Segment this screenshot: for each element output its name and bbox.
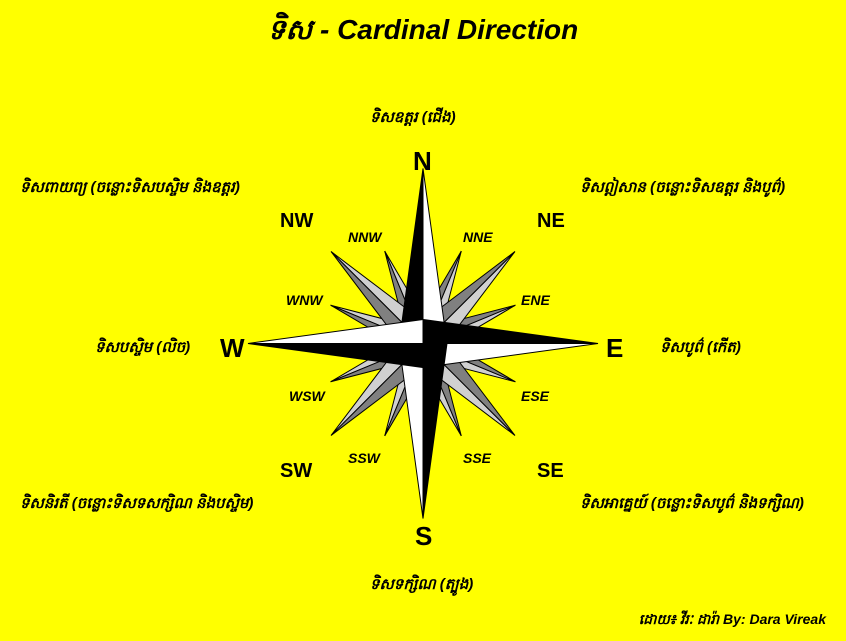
letter-wnw: WNW bbox=[286, 292, 323, 308]
letter-wsw: WSW bbox=[289, 388, 325, 404]
letter-nw: NW bbox=[280, 210, 313, 233]
label-north: ទិសឧត្តរ (ជើង) bbox=[370, 108, 456, 130]
letter-w: W bbox=[220, 333, 245, 364]
letter-se: SE bbox=[537, 460, 564, 483]
label-east: ទិសបូព៌ (កើត) bbox=[660, 338, 741, 360]
letter-nne: NNE bbox=[463, 229, 493, 245]
letter-sw: SW bbox=[280, 460, 312, 483]
letter-ese: ESE bbox=[521, 388, 549, 404]
label-southeast: ទិសអាគ្នេយ៍ (ចន្លោះទិសបូព៌ និងទក្សិណ) bbox=[580, 494, 804, 516]
letter-s: S bbox=[415, 521, 432, 552]
letter-e: E bbox=[606, 333, 623, 364]
letter-ene: ENE bbox=[521, 292, 550, 308]
label-south: ទិសទក្សិណ (ត្បូង) bbox=[370, 575, 473, 597]
letter-n: N bbox=[413, 146, 432, 177]
label-northwest: ទិសពាយព្យ (ចន្លោះទិសបស្ចិម និងឧត្តរ) bbox=[20, 178, 240, 200]
label-west: ទិសបស្ចិម (លិច) bbox=[95, 338, 190, 360]
credit-text: ដោយ៖ វីរៈ ដារ៉ា By: Dara Vireak bbox=[639, 610, 826, 631]
letter-ssw: SSW bbox=[348, 450, 380, 466]
compass-rose bbox=[223, 144, 623, 549]
page-title: ទិស - Cardinal Direction bbox=[0, 12, 846, 53]
letter-nnw: NNW bbox=[348, 229, 381, 245]
label-northeast: ទិសឦសាន (ចន្លោះទិសឧត្តរ និងបូព៌) bbox=[580, 178, 785, 200]
letter-sse: SSE bbox=[463, 450, 491, 466]
label-southwest: ទិសនិរតី (ចន្លោះទិសទសក្សិណ និងបស្ចិម) bbox=[20, 494, 253, 516]
letter-ne: NE bbox=[537, 210, 565, 233]
